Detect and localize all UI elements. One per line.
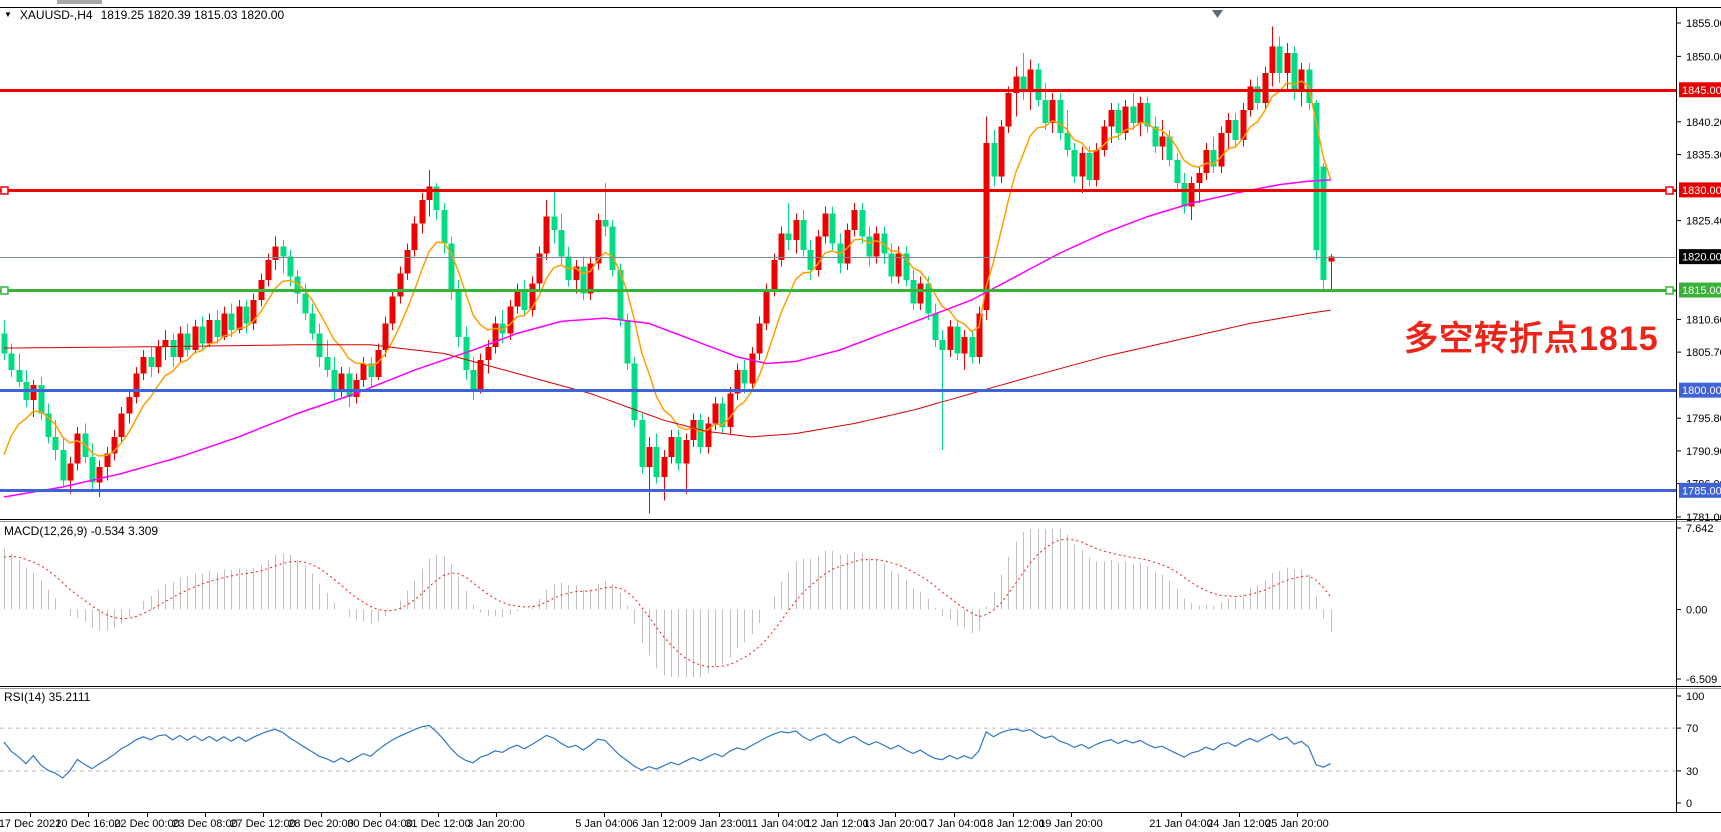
chart-shift-marker-icon	[1212, 10, 1223, 18]
svg-text:23 Dec 08:00: 23 Dec 08:00	[172, 818, 237, 830]
annotation-text[interactable]: 多空转折点1815	[1404, 320, 1659, 358]
rsi-panel	[0, 724, 1676, 779]
svg-text:1805.70: 1805.70	[1686, 347, 1721, 359]
svg-text:1830.00: 1830.00	[1682, 185, 1721, 197]
svg-text:12 Jan 12:00: 12 Jan 12:00	[805, 818, 869, 830]
svg-text:70: 70	[1686, 723, 1698, 735]
rsi-indicator-label: RSI(14) 35.2111	[4, 690, 91, 704]
hline-anchor[interactable]	[1665, 286, 1674, 295]
hline-anchor[interactable]	[1665, 186, 1674, 195]
svg-text:22 Dec 00:00: 22 Dec 00:00	[114, 818, 179, 830]
svg-text:27 Dec 12:00: 27 Dec 12:00	[230, 818, 295, 830]
svg-text:9 Jan 23:00: 9 Jan 23:00	[690, 818, 748, 830]
hline-anchor[interactable]	[0, 186, 9, 195]
hline-anchor[interactable]	[0, 286, 9, 295]
svg-text:20 Dec 16:00: 20 Dec 16:00	[55, 818, 120, 830]
svg-text:24 Jan 12:00: 24 Jan 12:00	[1207, 818, 1271, 830]
svg-text:-6.509: -6.509	[1686, 674, 1717, 686]
symbol-dropdown-icon[interactable]: ▼	[4, 10, 12, 19]
svg-text:1815.00: 1815.00	[1682, 285, 1721, 297]
price-badge-1830.00	[1679, 182, 1721, 198]
svg-text:1795.80: 1795.80	[1686, 413, 1721, 425]
svg-text:19 Jan 20:00: 19 Jan 20:00	[1039, 818, 1103, 830]
price-panel[interactable]	[0, 26, 1676, 514]
svg-text:1820.00: 1820.00	[1682, 252, 1721, 264]
svg-text:1845.00: 1845.00	[1682, 85, 1721, 97]
svg-text:0.00: 0.00	[1686, 605, 1707, 617]
svg-text:1835.30: 1835.30	[1686, 150, 1721, 162]
svg-text:5 Jan 04:00: 5 Jan 04:00	[575, 818, 633, 830]
svg-text:1855.00: 1855.00	[1686, 18, 1721, 30]
candles-layer	[1, 26, 1335, 514]
price-badge-1845.00	[1679, 82, 1721, 98]
ohlc-values: 1819.25 1820.39 1815.03 1820.00	[100, 8, 285, 22]
svg-text:1790.90: 1790.90	[1686, 446, 1721, 458]
svg-text:1800.00: 1800.00	[1682, 385, 1721, 397]
svg-text:0: 0	[1686, 798, 1692, 810]
svg-text:6 Jan 12:00: 6 Jan 12:00	[632, 818, 690, 830]
price-badge-1820.00	[1679, 249, 1721, 265]
svg-text:31 Dec 12:00: 31 Dec 12:00	[405, 818, 470, 830]
macd-indicator-label: MACD(12,26,9) -0.534 3.309	[4, 524, 159, 538]
ma-slow-ma	[3, 309, 1331, 438]
macd-histogram	[4, 529, 1332, 677]
svg-text:1810.60: 1810.60	[1686, 314, 1721, 326]
svg-text:1840.20: 1840.20	[1686, 117, 1721, 129]
svg-text:17 Dec 2021: 17 Dec 2021	[0, 818, 61, 830]
svg-text:17 Jan 04:00: 17 Jan 04:00	[922, 818, 986, 830]
svg-text:1785.00: 1785.00	[1682, 485, 1721, 497]
svg-text:18 Jan 12:00: 18 Jan 12:00	[981, 818, 1045, 830]
svg-text:1781.00: 1781.00	[1686, 512, 1721, 524]
svg-text:7.642: 7.642	[1686, 523, 1714, 535]
panel-borders	[0, 0, 1721, 813]
svg-text:3 Jan 20:00: 3 Jan 20:00	[467, 818, 525, 830]
svg-text:30 Dec 04:00: 30 Dec 04:00	[347, 818, 412, 830]
svg-text:13 Jan 20:00: 13 Jan 20:00	[863, 818, 927, 830]
svg-text:28 Dec 20:00: 28 Dec 20:00	[288, 818, 353, 830]
svg-text:21 Jan 04:00: 21 Jan 04:00	[1149, 818, 1213, 830]
macd-signal-line	[3, 538, 1332, 668]
price-badge-1785.00	[1679, 482, 1721, 498]
rsi-line	[3, 724, 1331, 779]
svg-text:100: 100	[1686, 691, 1704, 703]
price-badge-1800.00	[1679, 382, 1721, 398]
ma-medium-ma	[3, 179, 1331, 498]
symbol-header: ▼ XAUUSD-,H4 1819.25 1820.39 1815.03 182…	[4, 8, 284, 22]
ma-fast-ema	[3, 80, 1332, 457]
svg-text:30: 30	[1686, 766, 1698, 778]
macd-panel	[3, 529, 1332, 677]
price-axis[interactable]: 1855.00 1850.00 1840.20 1835.30 1825.40 1810.…	[1676, 18, 1721, 810]
svg-text:11 Jan 04:00: 11 Jan 04:00	[747, 818, 810, 830]
symbol-period-label: XAUUSD-,H4	[19, 8, 93, 22]
svg-text:25 Jan 20:00: 25 Jan 20:00	[1265, 818, 1329, 830]
svg-text:1825.40: 1825.40	[1686, 216, 1721, 228]
svg-text:1850.00: 1850.00	[1686, 51, 1721, 63]
price-badge-1815.00	[1679, 282, 1721, 298]
